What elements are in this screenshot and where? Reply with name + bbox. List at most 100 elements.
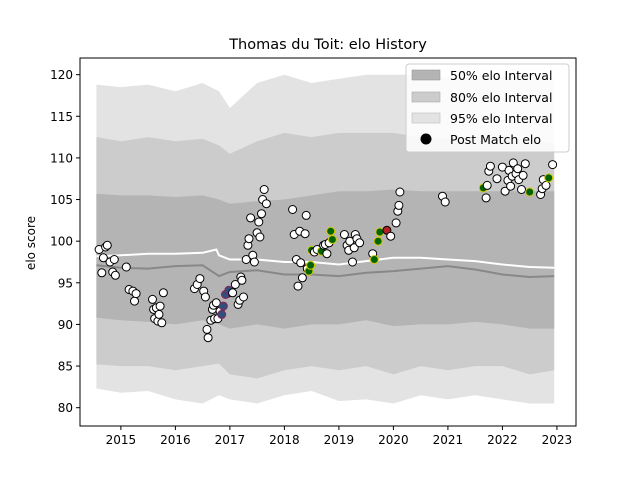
post-match-point-12	[130, 296, 139, 306]
x-axis-ticks: 2015 2016 2017 2018 2019 2020 2021 2022 2023	[106, 426, 573, 447]
post-match-point-28	[202, 324, 212, 334]
post-match-point-89	[349, 243, 359, 253]
y-tick-label-2: 90	[58, 318, 73, 332]
post-match-point-101	[394, 200, 404, 210]
post-match-point-39	[218, 301, 228, 311]
legend-marker-points	[420, 133, 432, 145]
legend-label-points: Post Match elo	[450, 132, 541, 147]
post-match-point-124	[525, 187, 535, 197]
post-match-point-4	[102, 240, 112, 250]
x-tick-label-6: 2021	[433, 433, 464, 447]
y-tick-label-1: 85	[58, 360, 73, 374]
legend-swatch-band80	[411, 91, 441, 103]
post-match-point-13	[131, 289, 141, 299]
post-match-point-43	[230, 280, 240, 289]
x-tick-label-4: 2019	[324, 433, 355, 447]
post-match-point-62	[288, 205, 298, 214]
legend-box	[405, 63, 570, 153]
y-tick-label-6: 110	[50, 151, 73, 165]
post-match-point-67	[296, 258, 306, 268]
post-match-point-130	[548, 160, 558, 170]
post-match-point-83	[327, 235, 337, 244]
post-match-point-104	[440, 197, 450, 207]
post-match-point-128	[541, 180, 551, 190]
post-match-point-9	[121, 262, 131, 272]
post-match-point-122	[518, 170, 528, 180]
legend-label-band50: 50% elo Interval	[450, 68, 552, 83]
y-tick-label-4: 100	[50, 235, 73, 249]
post-match-point-22	[158, 288, 168, 298]
post-match-point-56	[254, 217, 264, 227]
post-match-point-1	[97, 268, 107, 278]
post-match-point-98	[386, 231, 396, 241]
post-match-point-109	[485, 161, 495, 171]
x-tick-label-0: 2015	[106, 433, 137, 447]
y-axis-label: elo score	[24, 216, 38, 270]
post-match-point-121	[517, 185, 526, 194]
post-match-point-7	[109, 255, 119, 264]
post-match-point-68	[297, 273, 307, 283]
post-match-point-107	[482, 180, 492, 190]
post-match-point-29	[203, 333, 213, 343]
post-match-point-95	[373, 236, 383, 246]
post-match-point-47	[237, 275, 247, 285]
post-match-point-27	[200, 292, 210, 302]
post-match-point-19	[154, 309, 164, 319]
post-match-point-8	[110, 270, 120, 280]
legend-swatch-band95	[411, 112, 441, 124]
legend-swatch-band50	[411, 69, 441, 81]
post-match-point-129	[544, 173, 554, 183]
x-tick-label-3: 2018	[269, 433, 300, 447]
post-match-point-80	[322, 249, 332, 259]
post-match-point-21	[157, 318, 167, 328]
post-match-point-92	[355, 238, 365, 248]
legend-label-band95: 95% elo Interval	[450, 111, 552, 126]
x-tick-label-8: 2023	[542, 433, 573, 447]
y-tick-label-3: 95	[58, 276, 73, 290]
x-tick-label-7: 2022	[487, 433, 518, 447]
post-match-point-2	[98, 253, 108, 263]
post-match-point-54	[249, 257, 259, 267]
post-match-point-123	[520, 159, 530, 169]
legend-label-band80: 80% elo Interval	[450, 90, 552, 105]
post-match-point-99	[391, 218, 401, 228]
post-match-point-82	[326, 226, 336, 236]
post-match-point-42	[228, 288, 238, 298]
band50-area	[96, 189, 555, 329]
x-tick-label-1: 2016	[160, 433, 191, 447]
legend: 50% elo Interval 80% elo Interval 95% el…	[405, 63, 570, 153]
x-tick-label-5: 2020	[378, 433, 409, 447]
post-match-point-48	[239, 292, 248, 302]
post-match-point-61	[261, 199, 271, 209]
y-tick-label-0: 80	[58, 401, 73, 415]
post-match-point-58	[257, 209, 266, 219]
post-match-point-94	[369, 255, 379, 264]
post-match-point-84	[339, 230, 349, 239]
y-tick-label-8: 120	[50, 68, 73, 82]
post-match-point-51	[244, 234, 254, 244]
post-match-point-38	[217, 309, 227, 319]
post-match-point-119	[513, 164, 523, 174]
post-match-point-102	[395, 187, 405, 197]
post-match-point-25	[195, 274, 205, 284]
post-match-point-106	[481, 193, 491, 203]
post-match-point-69	[300, 229, 310, 239]
post-match-point-57	[255, 232, 265, 242]
y-tick-label-5: 105	[50, 193, 73, 207]
plot-frame	[79, 57, 577, 427]
post-match-point-52	[246, 213, 256, 223]
x-tick-label-2: 2017	[215, 433, 246, 447]
post-match-point-14	[148, 294, 157, 304]
post-match-point-20	[155, 301, 165, 311]
chart-title: Thomas du Toit: elo History	[228, 37, 427, 53]
post-match-point-88	[348, 257, 357, 267]
post-match-point-115	[506, 181, 516, 191]
post-match-point-70	[301, 210, 311, 220]
post-match-points	[94, 158, 558, 343]
post-match-point-49	[241, 255, 251, 264]
post-match-point-73	[306, 260, 316, 270]
post-match-point-110	[492, 174, 502, 184]
post-match-point-60	[259, 185, 269, 194]
y-axis-ticks: 80 85 90 95 100 105 110 115 120	[50, 68, 80, 415]
